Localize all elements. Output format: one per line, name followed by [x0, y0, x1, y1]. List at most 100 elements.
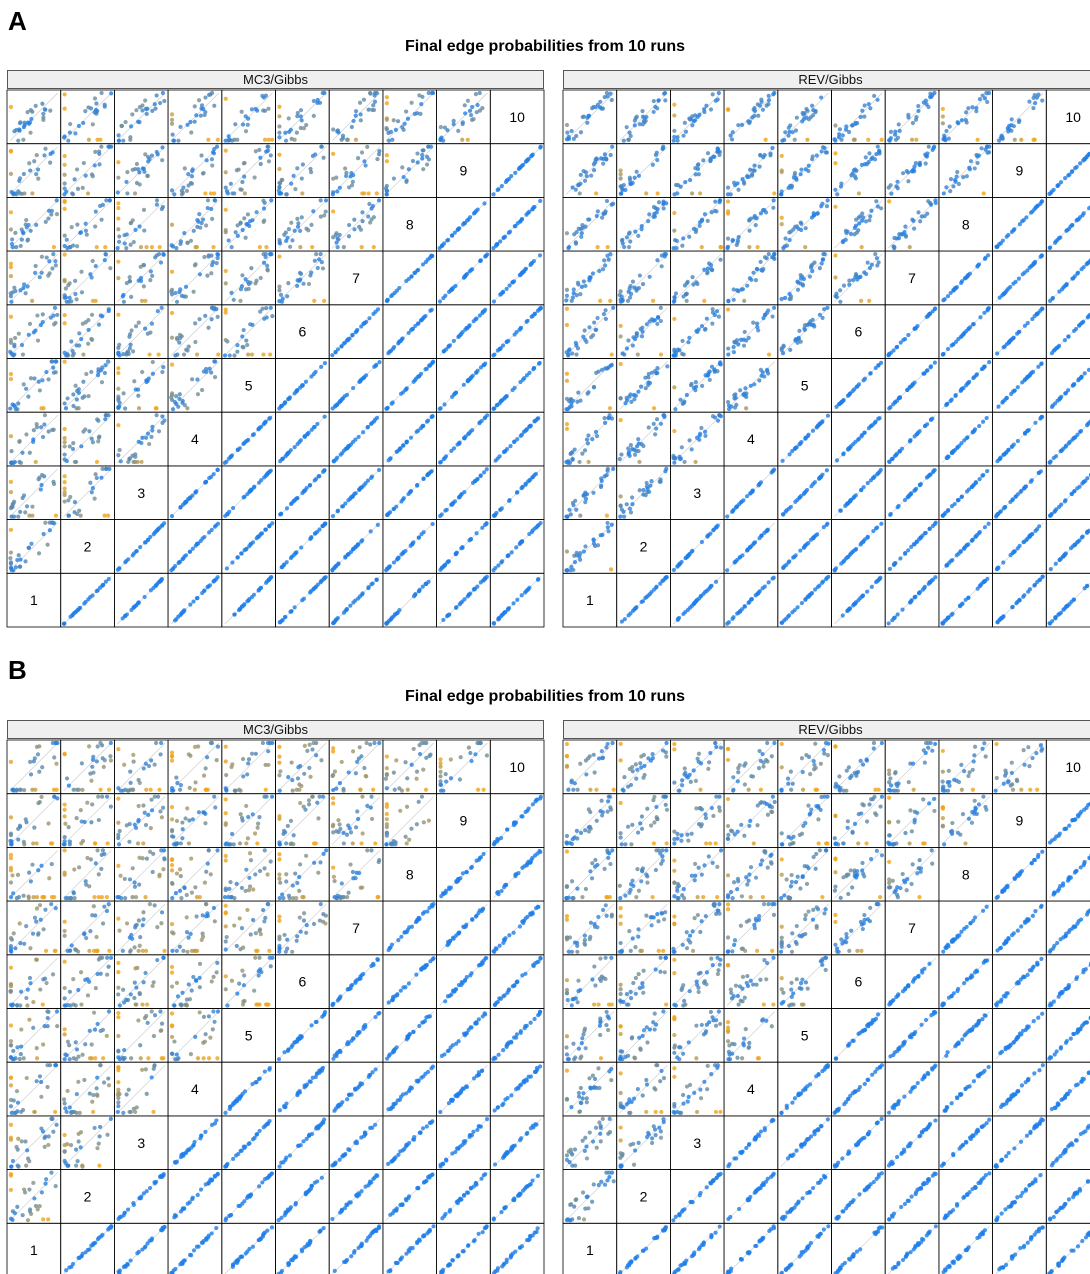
scatter-point: [244, 338, 249, 343]
scatter-point: [277, 240, 282, 245]
scatter-point: [618, 176, 623, 181]
scatter-point: [398, 446, 403, 451]
scatter-point: [20, 352, 26, 357]
scatter-point: [424, 581, 429, 586]
identity-line: [9, 361, 58, 410]
scatter-point: [1069, 169, 1075, 174]
scatter-point: [845, 393, 851, 398]
scatter-point: [655, 321, 660, 327]
scatter-point: [1064, 282, 1069, 287]
scatter-point: [1047, 245, 1052, 250]
scatter-point: [64, 237, 69, 242]
scatter-point: [8, 314, 14, 319]
scatter-point: [472, 586, 478, 591]
scatter-point: [225, 512, 230, 517]
scatter-point: [346, 234, 352, 239]
scatter-point: [682, 399, 687, 404]
scatter-point: [345, 137, 350, 142]
scatter-point: [262, 316, 267, 321]
diagonal-run-label: 9: [1016, 163, 1024, 179]
scatter-point: [370, 204, 376, 209]
scatter-point: [900, 171, 906, 176]
scatter-point: [810, 268, 815, 274]
scatter-point: [317, 257, 322, 262]
scatter-point: [241, 327, 246, 333]
scatter-point: [42, 107, 47, 112]
scatter-point: [639, 227, 644, 232]
scatter-point: [754, 266, 759, 272]
scatter-point: [346, 498, 351, 503]
scatter-point: [138, 264, 143, 269]
scatter-point: [311, 98, 316, 104]
scatter-point: [844, 502, 849, 507]
identity-line: [117, 307, 166, 356]
scatter-point: [841, 283, 847, 288]
scatter-point: [33, 270, 38, 276]
scatter-point: [182, 501, 187, 506]
scatter-point: [525, 587, 530, 593]
scatter-point: [947, 124, 952, 129]
scatter-point: [833, 566, 839, 571]
scatter-point: [24, 386, 29, 391]
scatter-point: [9, 241, 15, 247]
scatter-point: [618, 361, 623, 367]
scatter-point: [24, 432, 29, 437]
scatter-point: [240, 227, 245, 233]
scatter-point: [223, 148, 228, 153]
scatter-point: [849, 497, 854, 502]
scatter-point: [14, 127, 19, 133]
scatter-point: [99, 475, 104, 480]
scatter-point: [116, 160, 121, 165]
scatter-point: [249, 266, 254, 271]
scatter-point: [39, 270, 44, 275]
scatter-point: [133, 227, 138, 233]
scatter-point: [458, 332, 463, 338]
scatter-point: [311, 372, 316, 377]
scatter-point: [730, 130, 735, 135]
scatter-point: [39, 254, 45, 259]
scatter-point: [959, 118, 964, 123]
scatter-point: [945, 346, 951, 352]
scatter-point: [34, 422, 39, 427]
scatter-point: [29, 116, 34, 122]
scatter-point: [859, 488, 864, 493]
scatter-point: [497, 347, 502, 352]
scatter-point: [788, 123, 793, 128]
scatter-point: [442, 402, 447, 407]
scatter-point: [687, 438, 692, 443]
scatter-point: [385, 298, 390, 303]
scatter-point: [279, 511, 284, 516]
scatter-point: [693, 459, 698, 465]
scatter-point: [331, 209, 336, 214]
scatter-point: [353, 113, 358, 118]
scatter-point: [239, 604, 245, 609]
scatter-point: [53, 263, 58, 268]
scatter-point: [73, 131, 78, 136]
scatter-point: [144, 378, 149, 383]
scatter-point: [374, 362, 379, 367]
scatter-point: [266, 144, 271, 149]
scatter-point: [836, 132, 842, 137]
scatter-point: [358, 485, 364, 490]
scatter-point: [303, 379, 309, 384]
scatter-point: [981, 473, 986, 478]
scatter-point: [340, 396, 345, 402]
scatter-point: [278, 191, 283, 196]
scatter-point: [771, 305, 777, 310]
scatter-point: [89, 337, 95, 342]
scatter-point: [752, 215, 757, 220]
scatter-point: [95, 373, 101, 378]
scatter-point: [919, 214, 925, 219]
scatter-point: [681, 294, 686, 299]
scatter-point: [33, 459, 38, 465]
scatter-point: [33, 263, 38, 269]
scatter-point: [893, 452, 899, 458]
scatter-point: [586, 459, 591, 465]
scatter-point: [17, 439, 22, 444]
scatter-point: [429, 414, 434, 419]
scatter-point: [760, 268, 765, 273]
scatter-point: [519, 217, 525, 222]
scatter-point: [216, 352, 221, 357]
scatter-point: [705, 271, 710, 276]
scatter-point: [452, 230, 457, 235]
